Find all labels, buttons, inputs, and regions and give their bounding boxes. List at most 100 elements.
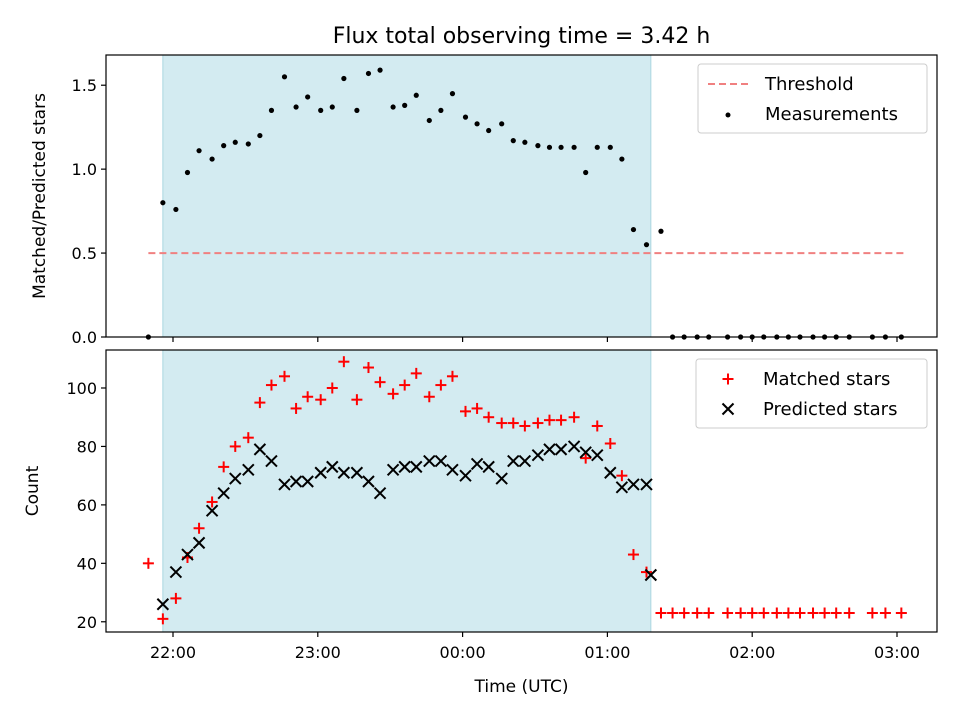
- predicted-star-point: [398, 460, 411, 474]
- measurement-point: [245, 141, 251, 147]
- predicted-star-point: [615, 481, 629, 494]
- predicted-star-point: [289, 475, 303, 488]
- bottom-legend: Matched stars Predicted stars: [695, 358, 928, 429]
- matched-star-point: [722, 607, 734, 619]
- legend-x-marker: [721, 402, 735, 416]
- matched-star-point: [655, 607, 667, 619]
- predicted-star-point: [265, 454, 278, 468]
- y-tick-label: 0.5: [72, 244, 97, 263]
- y-tick-label: 1.0: [72, 160, 97, 179]
- measurement-point: [594, 144, 600, 150]
- predicted-star-point: [591, 448, 604, 462]
- y-tick-label: 60: [77, 496, 97, 515]
- measurement-point: [413, 92, 419, 98]
- predicted-star-point: [470, 457, 484, 471]
- predicted-star-point: [192, 536, 206, 550]
- x-tick-label: 03:00: [874, 643, 920, 662]
- top-x-ticks: [172, 337, 898, 342]
- matched-star-point: [387, 388, 399, 400]
- matched-star-point: [218, 461, 230, 473]
- predicted-star-point: [350, 466, 364, 479]
- measurement-point: [630, 226, 637, 233]
- matched-star-point: [627, 549, 639, 561]
- measurement-point: [377, 67, 383, 73]
- chart-title: Flux total observing time = 3.42 h: [333, 24, 711, 49]
- matched-star-point: [302, 391, 314, 403]
- predicted-star-point: [644, 568, 658, 582]
- predicted-star-point: [531, 448, 545, 462]
- legend-matched-label: Matched stars: [763, 369, 890, 390]
- matched-star-point: [568, 411, 580, 423]
- matched-star-point: [193, 522, 205, 534]
- bottom-y-axis-label: Count: [23, 465, 43, 516]
- matched-star-point: [843, 607, 855, 619]
- y-tick-label: 100: [66, 379, 97, 398]
- measurement-point: [257, 132, 263, 139]
- predicted-star-point: [640, 478, 653, 491]
- measurement-point: [510, 138, 516, 144]
- predicted-star-point: [495, 472, 508, 485]
- matched-star-point: [807, 607, 819, 619]
- predicted-star-point: [386, 463, 400, 477]
- matched-star-point: [604, 438, 616, 450]
- predicted-star-point: [362, 475, 375, 488]
- bottom-x-ticks: 22:00 23:00 00:00 01:00 02:00 03:00: [150, 632, 920, 662]
- matched-star-point: [278, 370, 290, 382]
- predicted-star-point: [459, 469, 472, 482]
- matched-star-point: [691, 607, 703, 619]
- measurement-point: [546, 144, 553, 150]
- measurement-point: [160, 200, 166, 206]
- legend-measurements-swatch: [725, 112, 731, 118]
- matched-star-point: [543, 414, 555, 426]
- matched-star-point: [771, 607, 783, 619]
- x-tick-label: 02:00: [729, 643, 775, 662]
- matched-star-point: [435, 379, 447, 391]
- predicted-star-point: [229, 472, 242, 485]
- measurement-point: [486, 127, 492, 134]
- predicted-star-point: [554, 443, 568, 456]
- matched-star-point: [782, 607, 794, 619]
- matched-star-point: [532, 417, 544, 429]
- legend-plus-marker: [722, 373, 734, 385]
- matched-star-point: [703, 607, 715, 619]
- predicted-star-point: [518, 454, 532, 468]
- measurement-point: [196, 148, 202, 154]
- matched-star-point: [142, 557, 154, 569]
- matched-star-point: [758, 607, 770, 619]
- predicted-star-point: [446, 463, 459, 477]
- matched-star-point: [507, 417, 519, 429]
- matched-star-point: [471, 402, 483, 414]
- measurement-point: [184, 169, 191, 176]
- predicted-star-point: [301, 475, 314, 488]
- matched-star-point: [446, 370, 458, 382]
- predicted-star-point: [337, 466, 351, 479]
- predicted-star-point: [181, 548, 194, 561]
- measurement-point: [535, 143, 541, 149]
- observing-window-bottom: [162, 349, 652, 633]
- matched-star-point: [483, 411, 495, 423]
- x-tick-label: 01:00: [584, 643, 630, 662]
- measurement-point: [474, 121, 480, 127]
- measurement-point: [558, 144, 564, 150]
- matched-star-point: [423, 391, 435, 403]
- x-tick-label: 00:00: [440, 643, 486, 662]
- matched-star-point: [866, 607, 878, 619]
- matched-star-point: [879, 607, 891, 619]
- matched-star-point: [678, 607, 690, 619]
- legend-threshold-label: Threshold: [764, 74, 854, 95]
- measurement-point: [318, 107, 324, 113]
- measurement-point: [426, 117, 432, 124]
- matched-star-point: [591, 420, 603, 432]
- x-tick-label: 22:00: [150, 643, 196, 662]
- matched-star-point: [410, 367, 422, 379]
- x-axis-label: Time (UTC): [474, 677, 569, 697]
- matched-star-point: [555, 414, 567, 426]
- y-tick-label: 20: [77, 613, 97, 632]
- measurement-point: [607, 144, 613, 150]
- matched-star-point: [242, 432, 254, 444]
- top-y-axis-label: Matched/Predicted stars: [30, 93, 50, 299]
- measurement-point: [658, 228, 664, 234]
- measurement-point: [390, 104, 396, 110]
- matched-star-point: [459, 405, 471, 417]
